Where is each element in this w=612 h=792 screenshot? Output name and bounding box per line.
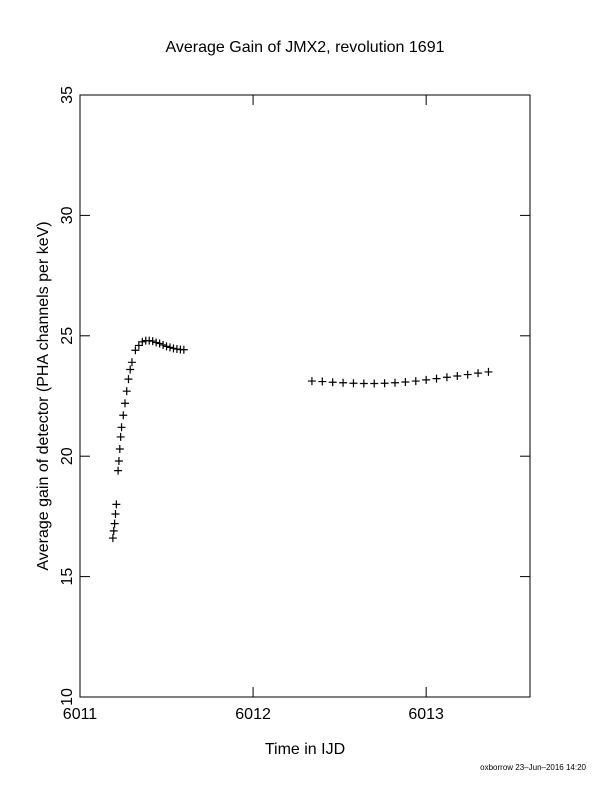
point [114,466,123,475]
y-tick-label: 15 [59,568,76,586]
point [370,379,379,388]
x-tick-label: 6011 [63,706,98,723]
plot-frame [79,94,531,698]
y-tick-label: 30 [59,206,76,224]
point [159,340,168,349]
point [474,369,483,378]
point [442,373,451,382]
point [134,341,143,350]
y-tick-label: 35 [59,86,76,104]
point [124,375,133,384]
point [359,379,368,388]
point [169,344,178,353]
point [108,534,117,543]
point [152,338,161,347]
x-axis-label: Time in IJD [265,741,345,758]
point [484,367,493,376]
point [114,457,123,466]
point [391,378,399,387]
point [138,337,147,346]
point [122,387,131,396]
x-tick-label: 6013 [408,706,444,723]
point [422,375,431,384]
point [155,339,164,348]
point [117,423,126,432]
point [131,346,140,355]
footer: oxborrow 23–Jun–2016 14:20 [480,763,586,772]
x-tick-label: 6012 [235,706,271,723]
point [432,374,441,383]
point [121,399,129,408]
chart-title: Average Gain of JMX2, revolution 1691 [166,39,445,56]
y-tick-label: 10 [59,688,76,706]
point [463,370,472,379]
point [307,377,316,386]
point [111,509,120,518]
y-axis-label: Average gain of detector (PHA channels p… [35,221,52,570]
point [127,358,136,367]
point [162,342,171,351]
point [110,519,119,528]
y-tick-label: 20 [59,447,76,465]
point [166,343,174,352]
point [349,379,358,388]
point [453,372,462,381]
point [328,378,337,387]
point [318,377,327,386]
point [115,444,124,453]
point [116,432,125,441]
point [401,378,410,387]
point [380,379,389,388]
point [179,345,188,354]
point [411,377,420,386]
point [126,365,135,374]
point [119,411,128,420]
y-tick-label: 25 [59,327,76,345]
point [112,500,121,509]
point [339,378,348,387]
point [109,526,118,535]
point [148,337,157,346]
